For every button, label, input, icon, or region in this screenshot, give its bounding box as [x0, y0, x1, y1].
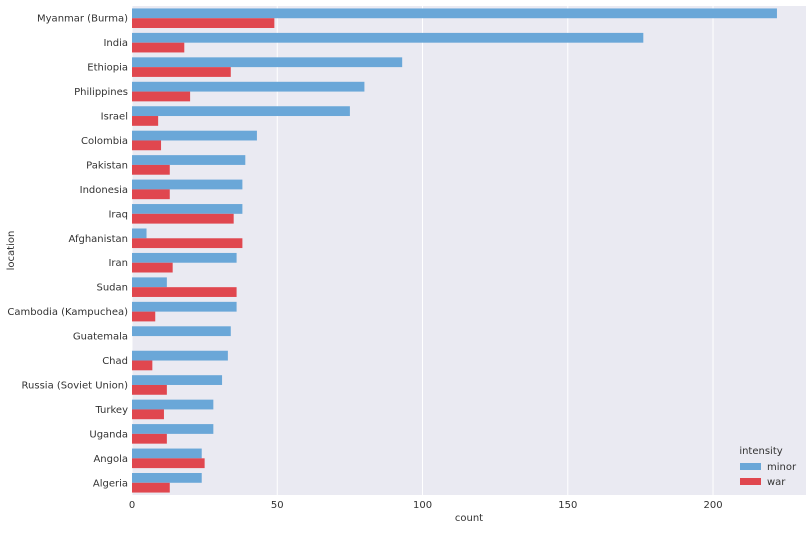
y-tick-label: Israel — [101, 112, 128, 123]
y-tick-label: Myanmar (Burma) — [37, 14, 128, 25]
bar-war — [132, 262, 173, 273]
bar-minor — [132, 301, 237, 312]
bar-minor — [132, 130, 257, 141]
bar-minor — [132, 375, 223, 385]
bar-war — [132, 433, 167, 444]
bar-war — [132, 458, 205, 469]
y-tick-label: Cambodia (Kampuchea) — [7, 307, 128, 318]
y-tick-label: Algeria — [93, 478, 128, 489]
bar-minor — [132, 252, 237, 263]
bar-war — [132, 42, 185, 53]
y-tick-label: Uganda — [89, 429, 128, 440]
y-tick-label: Philippines — [74, 87, 128, 98]
bar-war — [132, 482, 170, 493]
bar-minor — [132, 472, 202, 483]
bar-minor — [132, 326, 231, 337]
bar-war — [132, 409, 164, 420]
bar-minor — [132, 448, 202, 459]
bar-minor — [132, 424, 214, 434]
bar-minor — [132, 204, 243, 214]
bar-war — [132, 189, 170, 200]
x-tick-label: 100 — [413, 500, 432, 511]
bar-minor — [132, 106, 350, 117]
bar-war — [132, 384, 167, 395]
bar-minor — [132, 57, 403, 68]
bar-war — [132, 238, 243, 249]
bar-war — [132, 311, 156, 322]
y-tick-label: Afghanistan — [68, 234, 128, 245]
bar-minor — [132, 81, 365, 92]
bar-war — [132, 67, 231, 77]
bar-war — [132, 140, 162, 151]
x-tick-label: 150 — [558, 500, 577, 511]
legend-title: intensity — [739, 446, 782, 457]
bar-war — [132, 116, 159, 126]
bar-minor — [132, 228, 147, 239]
bar-minor — [132, 179, 243, 190]
x-tick-label: 50 — [271, 500, 284, 511]
plot-background — [132, 6, 806, 495]
y-tick-label: Guatemala — [73, 332, 128, 343]
x-tick-label: 0 — [129, 500, 135, 511]
bar-minor — [132, 277, 167, 288]
y-tick-label: Ethiopia — [87, 63, 128, 74]
bar-war — [132, 360, 153, 371]
y-axis-title: location — [6, 231, 17, 271]
bar-minor — [132, 350, 228, 361]
bar-war — [132, 91, 191, 102]
y-tick-label: Sudan — [97, 283, 129, 294]
y-tick-label: India — [103, 38, 128, 49]
y-tick-label: Angola — [93, 454, 128, 465]
x-axis-title: count — [455, 513, 483, 524]
y-tick-label: Chad — [102, 356, 128, 367]
legend-label-war: war — [767, 477, 786, 488]
y-tick-label: Russia (Soviet Union) — [22, 380, 129, 391]
legend-swatch-minor — [740, 463, 761, 470]
y-tick-label: Iran — [108, 258, 128, 269]
y-tick-label: Indonesia — [80, 185, 128, 196]
legend-swatch-war — [740, 478, 761, 485]
bar-minor — [132, 155, 246, 165]
y-tick-label: Turkey — [94, 405, 128, 416]
bar-minor — [132, 8, 777, 19]
bar-minor — [132, 32, 644, 43]
y-tick-label: Colombia — [81, 136, 128, 147]
legend-label-minor: minor — [767, 462, 797, 473]
bar-war — [132, 213, 234, 224]
x-tick-label: 200 — [703, 500, 722, 511]
y-tick-label: Pakistan — [86, 160, 128, 171]
bar-war — [132, 287, 237, 297]
bar-war — [132, 18, 275, 29]
bar-minor — [132, 399, 214, 410]
bar-war — [132, 164, 170, 175]
y-tick-label: Iraq — [108, 209, 128, 220]
